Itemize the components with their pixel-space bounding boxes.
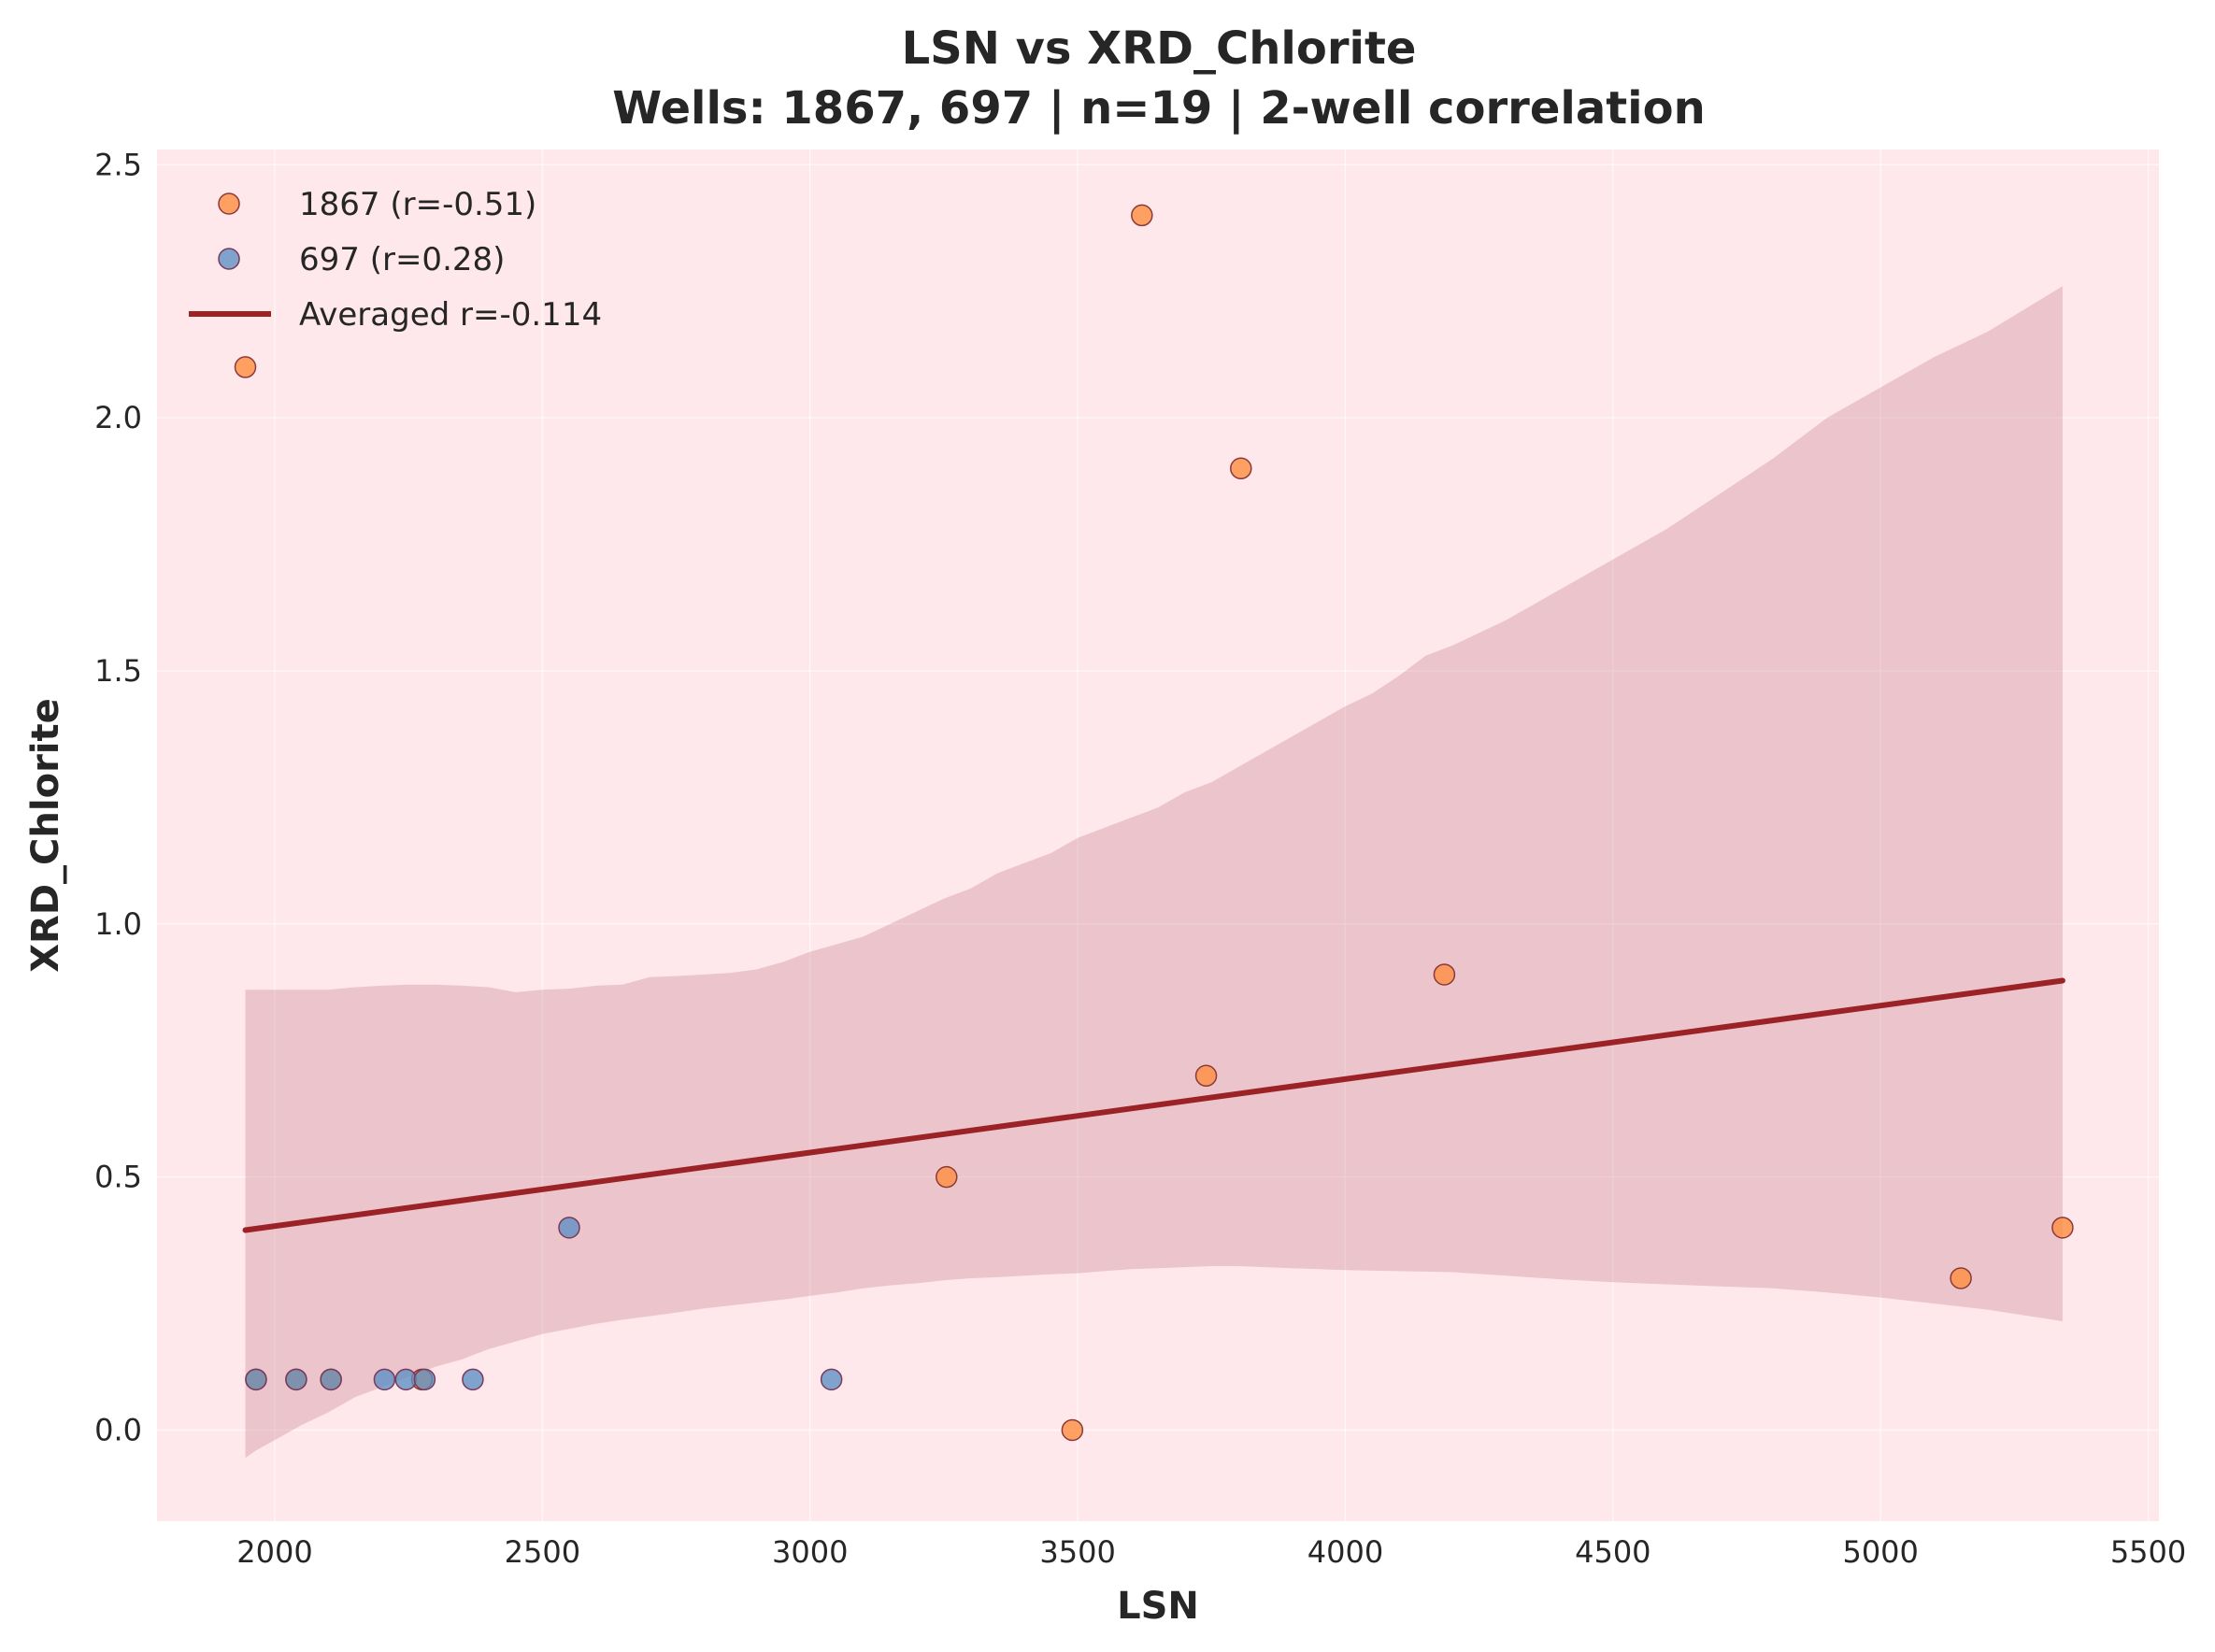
x-tick-label: 2000 xyxy=(236,1534,312,1570)
point-series-1867 xyxy=(1194,1064,1218,1088)
x-tick-label: 3000 xyxy=(772,1534,848,1570)
point-series-697 xyxy=(285,1368,307,1391)
x-tick-label: 2500 xyxy=(505,1534,580,1570)
point-series-1867 xyxy=(1230,457,1252,480)
y-tick-label: 1.0 xyxy=(94,906,142,942)
legend-label-697: 697 (r=0.28) xyxy=(299,241,505,278)
point-series-1867 xyxy=(1061,1418,1084,1442)
point-series-697 xyxy=(558,1217,580,1239)
y-tick-label: 0.5 xyxy=(94,1160,142,1195)
y-axis-label: XRD_Chlorite xyxy=(24,698,67,973)
point-series-697 xyxy=(413,1368,436,1391)
legend-marker-1867 xyxy=(218,192,240,215)
point-series-1867 xyxy=(1950,1267,1972,1289)
x-axis-label: LSN xyxy=(1117,1585,1199,1628)
point-series-697 xyxy=(820,1368,843,1391)
plot-area xyxy=(157,150,2159,1521)
points-layer xyxy=(234,204,2074,1442)
point-series-697 xyxy=(462,1368,484,1391)
x-tick-label: 3500 xyxy=(1039,1534,1115,1570)
point-series-697 xyxy=(245,1368,267,1391)
legend-label-1867: 1867 (r=-0.51) xyxy=(299,186,536,223)
y-tick-label: 2.5 xyxy=(94,147,142,182)
x-tick-label: 4500 xyxy=(1575,1534,1651,1570)
legend-label-averaged: Averaged r=-0.114 xyxy=(299,296,602,334)
point-series-697 xyxy=(373,1368,396,1391)
x-tick-label: 4000 xyxy=(1308,1534,1383,1570)
chart-title: LSN vs XRD_Chlorite xyxy=(902,22,1417,75)
point-series-1867 xyxy=(2051,1217,2074,1239)
point-series-697 xyxy=(394,1368,418,1391)
legend-marker-697 xyxy=(218,248,240,270)
y-tick-label: 0.0 xyxy=(94,1412,142,1447)
point-series-697 xyxy=(320,1368,342,1391)
averaged-fit-line xyxy=(242,977,2065,1233)
legend: 1867 (r=-0.51) 697 (r=0.28) Averaged r=-… xyxy=(189,186,602,334)
x-tick-label: 5000 xyxy=(1842,1534,1918,1570)
y-ticks: 0.0 0.5 1.0 1.5 2.0 2.5 xyxy=(94,147,142,1447)
y-tick-label: 2.0 xyxy=(94,400,142,435)
fit-line-layer xyxy=(242,977,2065,1233)
x-tick-label: 5500 xyxy=(2110,1534,2186,1570)
point-series-1867 xyxy=(234,356,257,378)
x-ticks: 2000 2500 3000 3500 4000 4500 5000 5500 xyxy=(236,1534,2186,1570)
grid xyxy=(157,150,2159,1521)
point-series-1867 xyxy=(1131,204,1153,227)
point-series-1867 xyxy=(936,1165,958,1189)
chart-subtitle: Wells: 1867, 697 | n=19 | 2-well correla… xyxy=(612,82,1706,135)
point-series-1867 xyxy=(1433,963,1456,986)
y-tick-label: 1.5 xyxy=(94,653,142,689)
